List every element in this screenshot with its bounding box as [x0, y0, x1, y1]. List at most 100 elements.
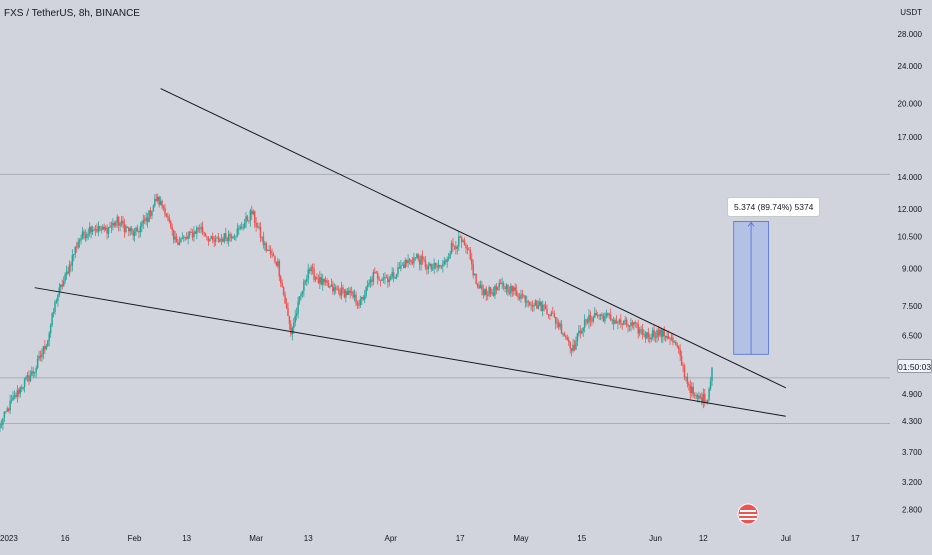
- candle-body: [112, 222, 114, 226]
- candle-body: [708, 388, 710, 400]
- candle-body: [502, 283, 505, 287]
- candle-body: [0, 424, 3, 426]
- trendline[interactable]: [34, 287, 786, 417]
- candle-body: [408, 259, 411, 261]
- candle-body: [524, 295, 527, 303]
- candle-body: [239, 226, 241, 229]
- candle-body: [320, 277, 323, 285]
- candle-body: [426, 267, 428, 270]
- candle-body: [463, 240, 466, 245]
- candle-body: [638, 329, 641, 334]
- candle-body: [178, 242, 181, 246]
- candle-body: [84, 235, 87, 239]
- candle-body: [346, 290, 349, 295]
- candle-body: [515, 290, 518, 296]
- candle-body: [589, 315, 592, 321]
- y-tick-label: 12.000: [898, 205, 923, 214]
- candle-body: [230, 235, 233, 239]
- candle-body: [57, 295, 59, 301]
- candle-body: [518, 297, 521, 299]
- candle-body: [268, 250, 270, 251]
- candle-body: [155, 198, 158, 201]
- candle-body: [563, 333, 566, 336]
- candle-body: [627, 324, 629, 327]
- candle-body: [450, 243, 453, 254]
- candle-body: [297, 301, 299, 314]
- candle-body: [424, 260, 427, 268]
- candle-body: [576, 333, 579, 342]
- candle-body: [361, 297, 363, 300]
- flag-logo-icon[interactable]: [737, 503, 759, 525]
- candle-body: [392, 272, 395, 279]
- candle-body: [349, 290, 351, 293]
- candle-body: [607, 313, 609, 315]
- candle-body: [541, 304, 544, 312]
- candle-body: [245, 216, 247, 223]
- candle-body: [203, 231, 205, 234]
- candle-body: [444, 260, 447, 262]
- candle-body: [281, 283, 283, 287]
- candle-body: [278, 261, 281, 277]
- candle-body: [348, 290, 350, 295]
- candle-body: [352, 291, 354, 298]
- candle-body: [311, 267, 314, 269]
- candle-body: [314, 277, 317, 280]
- candle-body: [446, 258, 448, 262]
- candle-body: [565, 335, 567, 338]
- candle-body: [578, 330, 580, 334]
- candle-body: [284, 294, 286, 304]
- candle-body: [12, 396, 14, 401]
- candle-body: [640, 329, 642, 331]
- candle-body: [181, 237, 184, 240]
- candle-body: [129, 228, 131, 232]
- candle-body: [149, 210, 152, 216]
- candle-body: [130, 228, 133, 231]
- candle-body: [403, 264, 405, 268]
- candle-body: [706, 399, 709, 404]
- candle-body: [126, 226, 129, 228]
- candle-body: [586, 319, 589, 323]
- candle-body: [107, 227, 110, 234]
- candle-body: [243, 222, 246, 228]
- candle-body: [423, 259, 425, 261]
- candle-body: [287, 307, 289, 316]
- candle-body: [591, 320, 593, 322]
- candle-body: [220, 238, 223, 240]
- candle-body: [323, 278, 325, 283]
- candle-body: [456, 246, 459, 249]
- candle-body: [598, 315, 600, 317]
- candle-body: [686, 376, 689, 384]
- candle-body: [431, 268, 434, 270]
- candle-body: [113, 222, 116, 226]
- candle-body: [702, 393, 705, 404]
- candle-body: [210, 236, 213, 239]
- candle-body: [100, 229, 103, 231]
- candle-body: [659, 329, 661, 336]
- candle-body: [662, 329, 664, 337]
- candle-body: [206, 236, 208, 238]
- candle-body: [476, 283, 479, 286]
- trendline[interactable]: [160, 88, 787, 389]
- candle-body: [625, 319, 628, 325]
- candle-body: [226, 238, 228, 242]
- candle-body: [397, 267, 399, 275]
- candle-body: [417, 254, 419, 260]
- candle-body: [690, 386, 693, 393]
- candle-body: [171, 227, 173, 231]
- candle-body: [511, 285, 514, 292]
- candle-body: [670, 337, 673, 339]
- candle-body: [657, 330, 660, 336]
- x-tick-label: Apr: [385, 534, 398, 543]
- candle-body: [233, 236, 236, 238]
- candle-body: [317, 279, 320, 283]
- candle-body: [15, 395, 17, 397]
- candle-body: [253, 211, 256, 223]
- candle-body: [460, 237, 463, 243]
- candle-body: [704, 393, 706, 402]
- candle-body: [411, 262, 414, 264]
- candle-body: [333, 287, 336, 292]
- candle-body: [213, 240, 215, 242]
- candle-body: [122, 220, 124, 225]
